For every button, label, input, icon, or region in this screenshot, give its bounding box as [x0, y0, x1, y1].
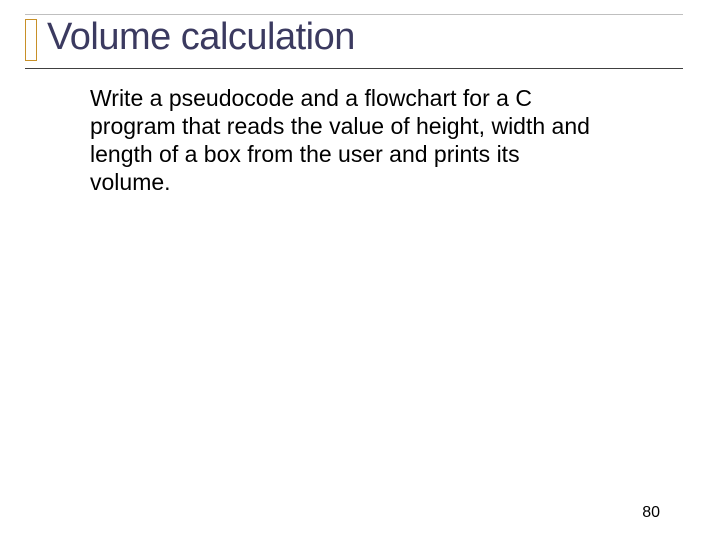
body-paragraph: Write a pseudocode and a flowchart for a… — [90, 84, 595, 196]
slide-title: Volume calculation — [47, 16, 355, 59]
slide: Volume calculation Write a pseudocode an… — [0, 0, 720, 540]
top-rule — [25, 14, 683, 15]
title-underline-rule — [25, 68, 683, 69]
page-number: 80 — [642, 504, 660, 522]
title-accent-bar — [25, 19, 37, 61]
